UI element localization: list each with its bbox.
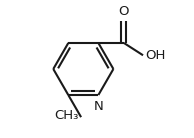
Text: O: O: [119, 5, 129, 18]
Text: OH: OH: [145, 49, 165, 62]
Text: CH₃: CH₃: [55, 109, 79, 122]
Text: N: N: [94, 100, 104, 113]
